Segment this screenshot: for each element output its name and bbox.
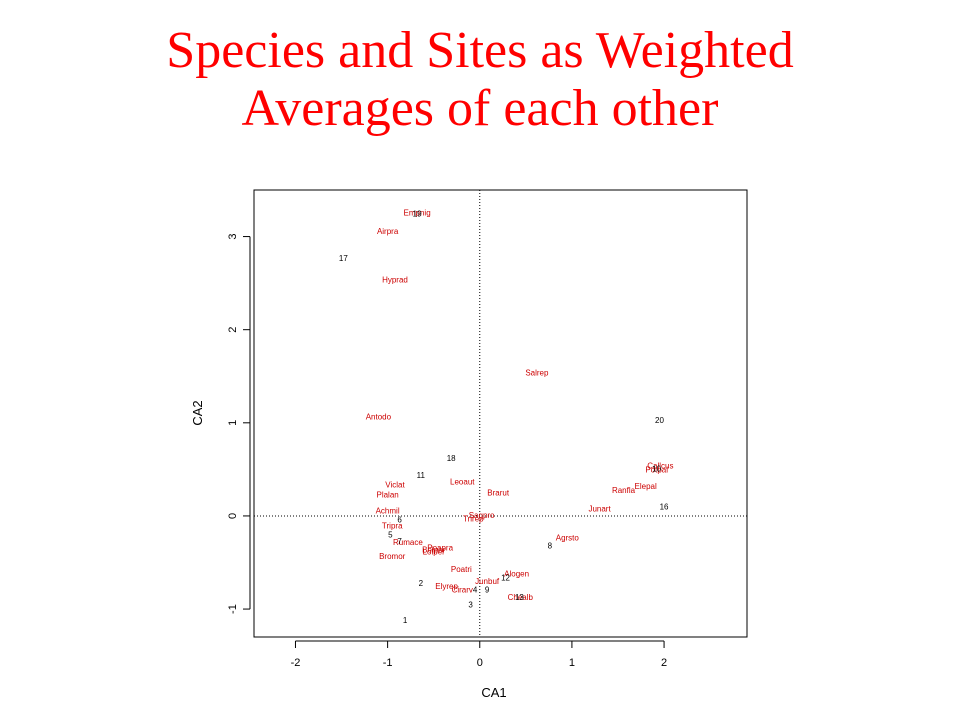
- slide-title-line-1: Species and Sites as Weighted: [166, 22, 794, 79]
- species-label: Trirep: [463, 515, 484, 524]
- y-tick-label: 0: [227, 513, 239, 519]
- reference-lines: [254, 190, 747, 637]
- y-tick-label: 3: [227, 234, 239, 240]
- species-label: Bromor: [379, 552, 406, 561]
- x-tick-label: -1: [383, 657, 393, 669]
- site-label: 19: [413, 209, 422, 218]
- species-label: Agrsto: [556, 533, 580, 542]
- site-label: 11: [417, 471, 426, 480]
- site-label: 1: [403, 616, 408, 625]
- site-label: 17: [339, 254, 348, 263]
- species-label: Chealb: [508, 593, 534, 602]
- site-label: 18: [447, 454, 456, 463]
- site-label: 8: [548, 542, 553, 551]
- species-label: Tripra: [382, 521, 403, 530]
- y-axis: -1 0 1 2 3: [227, 234, 251, 614]
- species-label: Elepal: [635, 482, 657, 491]
- species-label: Salrep: [525, 369, 549, 378]
- species-label: Potpal: [645, 465, 668, 474]
- site-label: 20: [655, 416, 664, 425]
- site-label: 2: [419, 579, 424, 588]
- x-axis: -2 -1 0 1 2: [291, 640, 667, 669]
- site-label: 12: [501, 573, 510, 582]
- x-tick-label: 0: [477, 657, 483, 669]
- site-label: 9: [485, 586, 490, 595]
- species-label: Alogen: [504, 570, 529, 579]
- x-tick-label: 1: [569, 657, 575, 669]
- species-label: Plalan: [376, 491, 398, 500]
- site-label: 3: [468, 600, 473, 609]
- species-label: Leoaut: [450, 477, 475, 486]
- species-label: Poapra: [427, 544, 453, 553]
- species-label: Rumace: [393, 538, 423, 547]
- species-label: Airpra: [377, 227, 399, 236]
- species-label: Belper: [422, 545, 445, 554]
- site-label: 7: [397, 537, 402, 546]
- y-axis-label: CA2: [190, 400, 205, 425]
- x-tick-label: -2: [291, 657, 301, 669]
- slide-title: Species and Sites as Weighted Averages o…: [0, 22, 960, 138]
- species-label: Hyprad: [382, 275, 408, 284]
- site-label: 5: [388, 531, 393, 540]
- species-label: Poatri: [451, 565, 472, 574]
- species-label: Antodo: [366, 412, 392, 421]
- y-tick-label: -1: [227, 604, 239, 614]
- species-label: Elyrep: [435, 582, 458, 591]
- site-label: 10: [652, 464, 661, 473]
- y-tick-label: 1: [227, 420, 239, 426]
- site-label: 6: [397, 516, 402, 525]
- plot-frame: [253, 189, 748, 638]
- point-labels: Empnig Airpra Hyprad Salrep Antodo CallcusPot…: [339, 208, 674, 625]
- species-label: Viclat: [385, 480, 405, 489]
- y-tick-label: 2: [227, 327, 239, 333]
- slide-title-line-2: Averages of each other: [241, 80, 719, 137]
- x-tick-label: 2: [661, 657, 667, 669]
- species-label: Brarut: [487, 489, 510, 498]
- x-axis-label: CA1: [481, 685, 506, 700]
- species-label: Junart: [588, 504, 611, 513]
- species-label: Junbuf: [475, 577, 500, 586]
- species-label: Cirarv: [452, 586, 473, 595]
- site-label: 4: [473, 586, 478, 595]
- species-label: Ranfla: [612, 486, 636, 495]
- species-label: Callcus: [647, 462, 673, 471]
- site-label: 16: [660, 503, 669, 512]
- species-label: Empnig: [404, 208, 431, 217]
- site-label: 13: [515, 593, 524, 602]
- species-label: Sagpro: [469, 511, 495, 520]
- species-label: Achmil: [376, 506, 400, 515]
- species-label: Lolper: [423, 547, 446, 556]
